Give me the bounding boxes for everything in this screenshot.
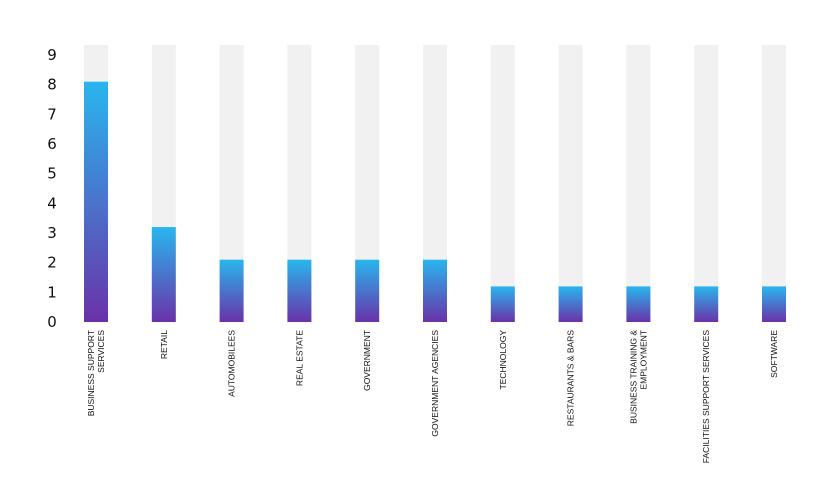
x-tick-label-line: GOVERNMENT AGENCIES [430,330,440,437]
x-tick-label-line: GOVERNMENT [362,330,372,391]
y-axis: 0 1 2 3 4 5 6 7 8 9 [47,46,57,331]
y-tick-label: 1 [47,283,57,301]
x-tick-label: GOVERNMENT AGENCIES [430,330,440,437]
x-tick-label-line: EMPLOYMENT [638,330,648,390]
y-tick-label: 5 [47,165,57,183]
x-tick-label-line: TECHNOLOGY [498,330,508,390]
bar-track [762,45,786,322]
x-tick-label-line: RESTAURANTS & BARS [566,330,576,427]
x-tick-label-line: SERVICES [96,330,106,373]
x-tick-label: BUSINESS TRAINING & EMPLOYMENT [628,330,648,424]
x-tick-label-line: SOFTWARE [769,330,779,378]
bar [558,286,583,322]
bar [219,259,244,322]
x-tick-label: GOVERNMENT [362,330,372,391]
bar-track [558,45,583,322]
bars [84,81,786,322]
x-axis: BUSINESS SUPPORT SERVICES RETAIL AUTOMOBILE… [86,330,779,464]
bar [84,81,108,322]
bar-track [490,45,515,322]
x-tick-label-line: BUSINESS SUPPORT [86,330,96,416]
x-tick-label: SOFTWARE [769,330,779,378]
bar [287,259,312,322]
bar [490,286,515,322]
y-tick-label: 7 [47,105,57,123]
y-tick-label: 6 [47,135,57,153]
y-tick-label: 9 [47,46,57,64]
bar [694,286,719,322]
x-tick-label-line: BUSINESS TRAINING & [628,330,638,424]
y-tick-label: 8 [47,76,57,94]
x-tick-label: TECHNOLOGY [498,330,508,390]
bar [151,227,176,322]
bar [762,286,786,322]
x-tick-label: BUSINESS SUPPORT SERVICES [86,330,106,417]
bar [423,259,447,322]
y-tick-label: 3 [47,224,57,242]
y-tick-label: 2 [47,254,57,272]
x-tick-label: REAL ESTATE [294,330,304,386]
bar-track [626,45,651,322]
x-tick-label: AUTOMOBILEES [227,330,237,397]
x-tick-label-line: REAL ESTATE [294,330,304,386]
x-tick-label: RESTAURANTS & BARS [566,330,576,427]
x-tick-label: FACILITIES SUPPORT SERVICES [701,330,711,464]
x-tick-label-line: RETAIL [159,330,169,359]
bar-track [694,45,719,322]
y-tick-label: 4 [47,194,57,212]
x-tick-label: RETAIL [159,330,169,359]
bar [355,259,380,322]
x-tick-label-line: FACILITIES SUPPORT SERVICES [701,330,711,464]
bar [626,286,651,322]
x-tick-label-line: AUTOMOBILEES [227,330,237,397]
y-tick-label: 0 [47,313,57,331]
